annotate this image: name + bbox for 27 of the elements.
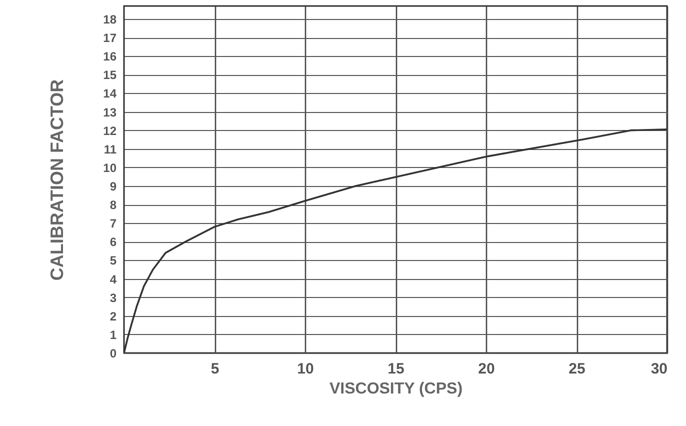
x-tick-label: 30 (650, 360, 668, 378)
y-tick-label: 16 (103, 50, 117, 64)
y-tick-label: 17 (103, 31, 117, 46)
y-tick-label: 13 (103, 105, 117, 120)
y-tick-label: 8 (110, 198, 117, 212)
y-tick-label: 6 (110, 235, 117, 250)
y-tick-label: 12 (103, 124, 117, 138)
x-tick-label: 5 (210, 360, 220, 378)
y-tick-label: 4 (110, 272, 117, 286)
x-tick-label: 15 (388, 360, 404, 378)
y-axis-title: CALIBRATION FACTOR (47, 79, 68, 281)
y-tick-label: 14 (103, 86, 117, 101)
y-tick-label: 9 (110, 179, 117, 194)
y-tick-label: 11 (104, 142, 117, 156)
x-tick-label: 25 (568, 360, 586, 378)
y-tick-label: 2 (110, 309, 117, 324)
x-tick-label: 20 (478, 360, 495, 378)
y-tick-label: 5 (110, 254, 117, 268)
y-tick-label: 18 (103, 12, 117, 26)
x-axis-title: VISCOSITY (CPS) (329, 380, 463, 398)
y-tick-label: 0 (110, 346, 117, 360)
y-tick-label: 10 (103, 160, 117, 175)
y-tick-label: 3 (110, 290, 117, 305)
x-tick-label: 10 (297, 360, 314, 378)
y-tick-label: 7 (110, 216, 117, 231)
y-tick-label: 15 (103, 68, 117, 82)
y-tick-label: 1 (110, 328, 117, 342)
